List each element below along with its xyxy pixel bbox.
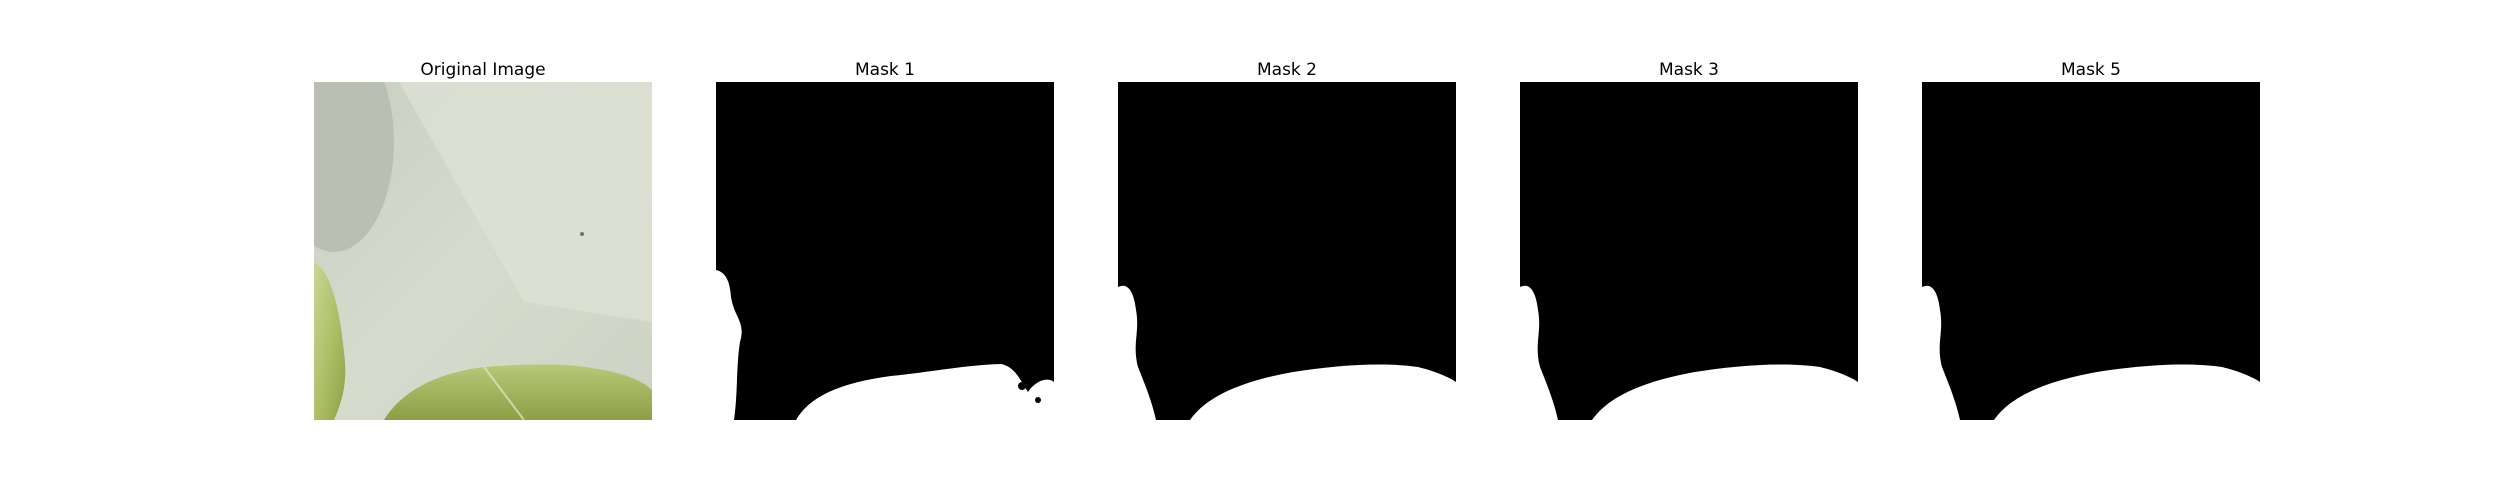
mask-bottom-region [1994,364,2260,420]
panel-title: Mask 2 [1256,60,1317,80]
photo-leaf-vein [483,366,525,420]
mask-left-region [1520,285,1558,420]
mask-5-panel: Mask 5 [1922,58,2260,420]
mask-1-image [716,82,1054,420]
mask-background [1118,82,1456,420]
mask-2-image [1118,82,1456,420]
mask-3-panel: Mask 3 [1520,58,1858,420]
mask-3-image [1520,82,1858,420]
mask-left-region [1118,285,1156,420]
photo-round-object [314,82,394,252]
original-photo [314,82,652,420]
panel-title: Mask 5 [2060,60,2121,80]
mask-background [716,82,1054,420]
mask-2-panel: Mask 2 [1118,58,1456,420]
mask-1-panel: Mask 1 [716,58,1054,420]
photo-left-leaf [314,262,346,420]
original-image-panel: Original Image [314,58,652,420]
mask-left-region [1922,285,1960,420]
mask-background [1520,82,1858,420]
mask-hole [1018,382,1026,390]
mask-5-image [1922,82,2260,420]
mask-hole [1035,397,1041,403]
mask-left-region [716,270,742,420]
mask-background [1922,82,2260,420]
panel-title: Original Image [420,60,546,80]
mask-bottom-region [796,364,1054,420]
panel-title: Mask 1 [854,60,915,80]
mask-bottom-region [1592,364,1858,420]
photo-bottom-leaf [384,364,652,420]
photo-light-wedge [399,82,652,322]
panel-title: Mask 3 [1658,60,1719,80]
photo-speck [580,232,584,236]
mask-bottom-region [1190,364,1456,420]
